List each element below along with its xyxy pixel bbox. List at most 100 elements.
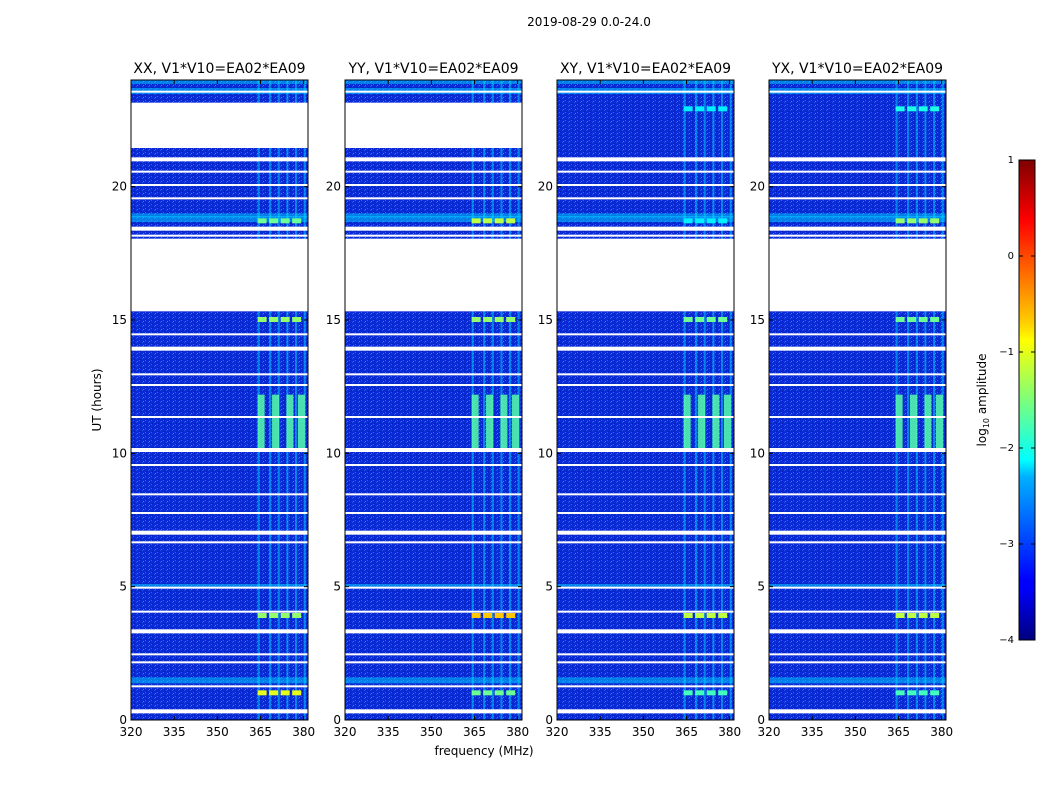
x-tick-label: 320 [120,725,143,739]
axes-frame [768,79,947,721]
emission-region [723,394,731,448]
frequency-streak [269,80,272,720]
flagged-gap [345,309,522,312]
flagged-gap [131,184,308,186]
flagged-gap [769,530,946,535]
flagged-gap [769,90,946,93]
frequency-streak [695,80,698,720]
x-tick-label: 380 [292,725,315,739]
bright-block [494,218,504,224]
emission-region [712,394,720,448]
x-axis-label: frequency (MHz) [434,744,533,758]
panel-title: XX, V1*V10=EA02*EA09 [133,61,305,77]
bright-block [292,690,302,696]
rfi-band [769,80,946,84]
axes-frame [556,79,735,721]
flagged-gap [345,416,522,418]
heatmap-background [131,80,308,720]
flagged-gap [557,464,734,466]
y-tick-label: 5 [119,580,127,594]
panel-title: YY, V1*V10=EA02*EA09 [347,61,518,77]
x-tick-label: 365 [887,725,910,739]
flagged-gap [131,541,308,544]
flagged-gap [131,170,308,173]
flagged-gap [131,197,308,200]
rfi-band [557,213,734,218]
flagged-gap [769,586,946,589]
emission-region [471,394,479,448]
bright-block [907,317,917,322]
flagged-gap [557,184,734,186]
bright-block [683,106,693,112]
flagged-gap [769,685,946,688]
bright-block [494,690,504,696]
axes-frame [344,79,523,721]
flagged-gap [769,373,946,376]
flagged-gap [345,493,522,496]
flagged-gap [131,157,308,162]
bright-block [494,317,504,322]
flagged-gap [557,384,734,386]
y-tick-label: 0 [545,713,553,727]
rfi-band [345,216,522,222]
y-tick-label: 10 [750,446,765,460]
bright-block [695,690,705,696]
bright-block [895,690,905,696]
panel-title: XY, V1*V10=EA02*EA09 [560,61,731,77]
bright-block [292,317,302,322]
bright-block [918,690,928,696]
bright-block [257,317,267,322]
bright-block [918,613,928,618]
y-tick-label: 20 [326,180,341,194]
bright-block [292,613,302,618]
bright-block [895,106,905,112]
y-tick-label: 0 [119,713,127,727]
bright-block [506,613,516,618]
flagged-gap [557,512,734,514]
bright-block [506,317,516,322]
emission-region [924,394,932,448]
y-tick-label: 0 [333,713,341,727]
bright-block [918,218,928,224]
flagged-gap [345,610,522,613]
flagged-gap [345,184,522,186]
emission-region [500,394,508,448]
colorbar-tick-label: −1 [999,347,1014,358]
flagged-band [345,238,522,311]
colorbar: 1 0 −1 −2 −3 −4 log10 amplitude [975,155,1036,646]
flagged-gap [131,685,308,688]
x-tick-label: 335 [163,725,186,739]
panel-3: XY, V1*V10=EA02*EA09 320 335 350 365 380 0 5 10 1… [538,61,741,739]
flagged-gap [557,157,734,162]
flagged-gap [131,448,308,452]
colorbar-tick-label: −3 [999,539,1014,550]
flagged-gap [557,373,734,376]
flagged-gap [131,384,308,386]
rfi-band [345,80,522,84]
flagged-gap [557,541,734,544]
flagged-gap [345,661,522,664]
y-tick-label: 20 [112,180,127,194]
bright-block [895,613,905,618]
bright-block [483,690,493,696]
frequency-streak [509,80,512,720]
colorbar-tick-label: −4 [999,635,1014,646]
flagged-gap [131,346,308,351]
rfi-band [131,213,308,218]
rfi-band [557,584,734,588]
colorbar-tick-label: −2 [999,443,1014,454]
bright-block [718,690,728,696]
bright-block [695,218,705,224]
x-tick-label: 365 [249,725,272,739]
flagged-gap [769,226,946,231]
rfi-band [557,677,734,684]
y-tick-label: 20 [538,180,553,194]
y-tick-label: 10 [112,446,127,460]
bright-block [506,690,516,696]
flagged-gap [345,90,522,93]
flagged-gap [345,226,522,231]
panel-2: YY, V1*V10=EA02*EA09 320 335 350 365 380 0 5 10 1… [326,61,529,739]
flagged-gap [557,448,734,452]
bright-block [930,106,940,112]
flagged-gap [557,493,734,496]
